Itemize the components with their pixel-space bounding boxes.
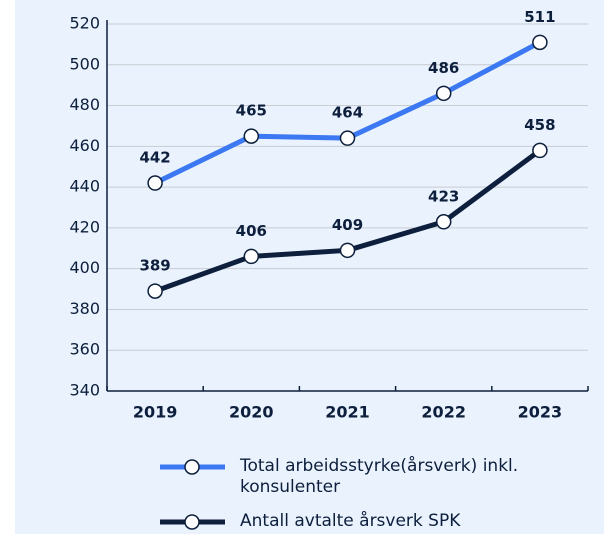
data-point	[532, 142, 548, 159]
data-point	[339, 242, 356, 259]
y-tick-label: 360	[69, 340, 100, 359]
x-tick-label: 2021	[325, 403, 370, 422]
value-label: 458	[524, 116, 555, 134]
y-tick-label: 420	[69, 217, 100, 236]
x-tick-label: 2020	[229, 403, 274, 422]
y-tick-label: 480	[69, 95, 100, 114]
data-point	[435, 85, 452, 102]
background	[15, 0, 604, 534]
value-label: 423	[428, 187, 459, 205]
value-label: 464	[332, 104, 363, 122]
value-label: 486	[428, 59, 459, 77]
value-label: 511	[524, 8, 555, 26]
y-tick-label: 380	[69, 299, 100, 318]
y-tick-label: 500	[69, 54, 100, 73]
value-label: 465	[236, 102, 267, 120]
value-label: 442	[139, 149, 170, 167]
data-point	[435, 214, 452, 230]
x-tick-label: 2019	[133, 403, 178, 422]
legend-label: Antall avtalte årsverk SPK	[240, 511, 461, 531]
value-label: 406	[236, 222, 267, 240]
value-label: 389	[139, 257, 170, 275]
data-point	[147, 175, 163, 191]
data-point	[243, 248, 260, 265]
legend-marker	[184, 514, 200, 530]
y-tick-label: 520	[69, 14, 100, 33]
data-point	[532, 34, 548, 51]
y-tick-label: 400	[69, 258, 100, 277]
data-point	[147, 283, 163, 299]
x-tick-label: 2022	[421, 403, 466, 422]
legend-label: Total arbeidsstyrke(årsverk) inkl. konsu…	[240, 456, 519, 497]
x-tick-label: 2023	[518, 403, 563, 422]
value-label: 409	[332, 216, 363, 234]
y-tick-label: 340	[69, 381, 100, 400]
data-point	[243, 128, 260, 144]
y-tick-label: 460	[69, 136, 100, 155]
y-tick-label: 440	[69, 177, 100, 196]
legend-marker	[184, 459, 200, 475]
data-point	[339, 130, 356, 146]
